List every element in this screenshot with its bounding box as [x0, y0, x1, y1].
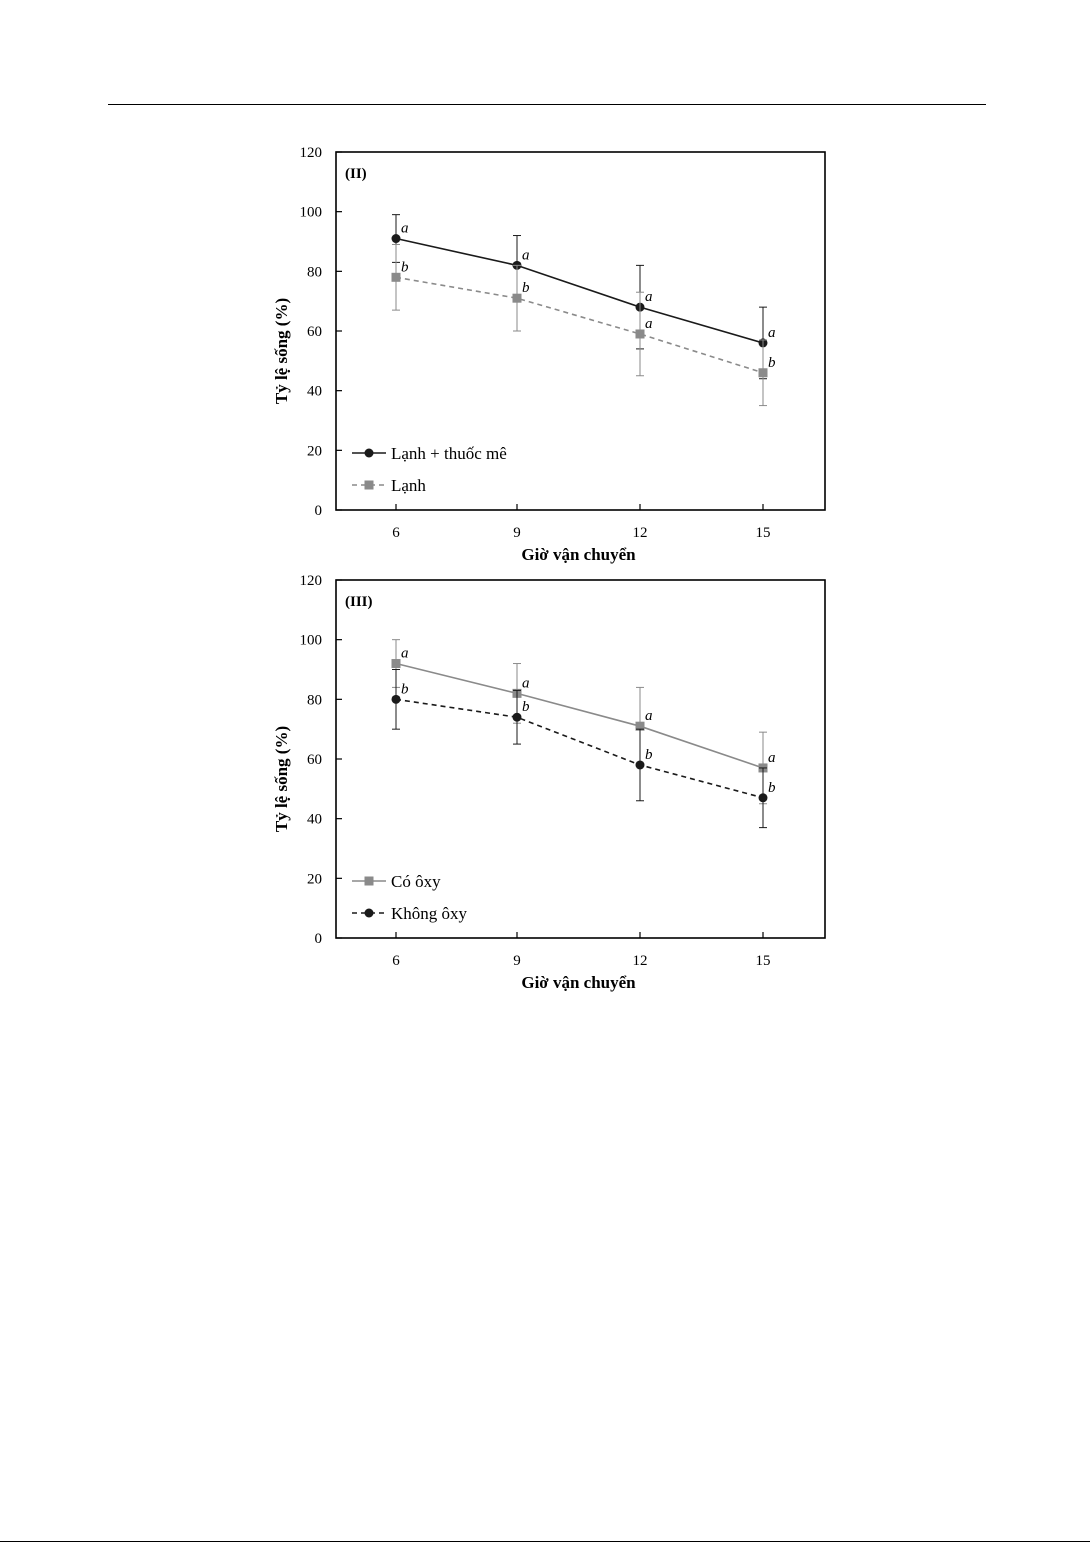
y-tick-label: 40 — [307, 384, 322, 400]
significance-letter: b — [768, 780, 776, 796]
data-point — [635, 329, 645, 339]
legend-marker — [364, 480, 374, 490]
series-line — [395, 276, 764, 374]
significance-letter: a — [645, 316, 653, 332]
significance-letter: b — [645, 747, 653, 763]
y-tick-label: 20 — [307, 871, 322, 887]
y-tick-label: 100 — [300, 633, 323, 649]
panel-label: (III) — [345, 594, 373, 610]
x-tick-label: 9 — [513, 953, 521, 969]
x-tick-label: 6 — [392, 953, 400, 969]
series-2: b b b b — [391, 669, 776, 829]
data-point — [512, 293, 522, 303]
series-line — [395, 662, 764, 769]
significance-letter: a — [522, 675, 530, 691]
y-tick-label: 0 — [315, 931, 323, 947]
significance-letter: a — [401, 646, 409, 662]
significance-letter: a — [768, 750, 776, 766]
y-tick-label: 60 — [307, 324, 322, 340]
significance-letter: b — [522, 699, 530, 715]
x-tick-label: 9 — [513, 525, 521, 541]
series-line — [395, 698, 764, 799]
y-tick-label: 0 — [315, 503, 323, 519]
data-point — [635, 760, 645, 770]
series-line — [395, 237, 764, 344]
panel-label: (II) — [345, 166, 367, 182]
legend-label: Lạnh — [391, 476, 426, 495]
data-point — [391, 234, 401, 244]
x-tick-label: 15 — [756, 953, 771, 969]
y-tick-label: 60 — [307, 752, 322, 768]
data-point — [758, 793, 768, 803]
legend-label: Có ôxy — [391, 872, 441, 891]
chart-panel-ii: 0 20 40 60 80 100 120 6 9 12 15 Giờ vận chuyển Tỷ lệ… — [272, 145, 826, 564]
data-point — [758, 368, 768, 378]
x-axis-title: Giờ vận chuyển — [521, 545, 636, 564]
legend-marker — [364, 908, 374, 918]
y-tick-label: 120 — [300, 573, 323, 589]
page-footer-rule — [0, 1541, 1090, 1542]
y-axis-title: Tỷ lệ sống (%) — [272, 298, 291, 404]
legend-entry: Có ôxy — [352, 872, 441, 891]
x-tick-label: 12 — [633, 953, 648, 969]
chart-panel-iii: 0 20 40 60 80 100 120 6 9 12 15 Giờ vận chuyển Tỷ lệ… — [272, 573, 826, 992]
data-point — [512, 712, 522, 722]
data-point — [391, 272, 401, 282]
y-tick-label: 20 — [307, 443, 322, 459]
x-tick-label: 12 — [633, 525, 648, 541]
significance-letter: b — [522, 280, 530, 296]
significance-letter: b — [401, 259, 409, 275]
y-tick-label: 40 — [307, 812, 322, 828]
x-tick-label: 6 — [392, 525, 400, 541]
y-tick-label: 120 — [300, 145, 323, 161]
page-header-rule — [108, 104, 986, 105]
legend-label: Không ôxy — [391, 904, 468, 923]
legend-entry: Lạnh + thuốc mê — [352, 444, 507, 463]
data-point — [635, 721, 645, 731]
y-axis-title: Tỷ lệ sống (%) — [272, 726, 291, 832]
x-tick-label: 15 — [756, 525, 771, 541]
series-1: a a a a — [391, 639, 776, 805]
significance-letter: b — [768, 355, 776, 371]
y-tick-label: 80 — [307, 264, 322, 280]
legend-entry: Không ôxy — [352, 904, 468, 923]
legend-marker — [364, 448, 374, 458]
x-axis-title: Giờ vận chuyển — [521, 973, 636, 992]
significance-letter: a — [401, 221, 409, 237]
legend-marker — [364, 876, 374, 886]
data-point — [391, 694, 401, 704]
data-point — [391, 659, 401, 669]
significance-letter: a — [645, 708, 653, 724]
significance-letter: a — [522, 247, 530, 263]
legend-entry: Lạnh — [352, 476, 426, 495]
significance-letter: a — [768, 325, 776, 341]
significance-letter: a — [645, 289, 653, 305]
significance-letter: b — [401, 681, 409, 697]
y-tick-label: 100 — [300, 205, 323, 221]
legend-label: Lạnh + thuốc mê — [391, 444, 507, 463]
y-tick-label: 80 — [307, 692, 322, 708]
